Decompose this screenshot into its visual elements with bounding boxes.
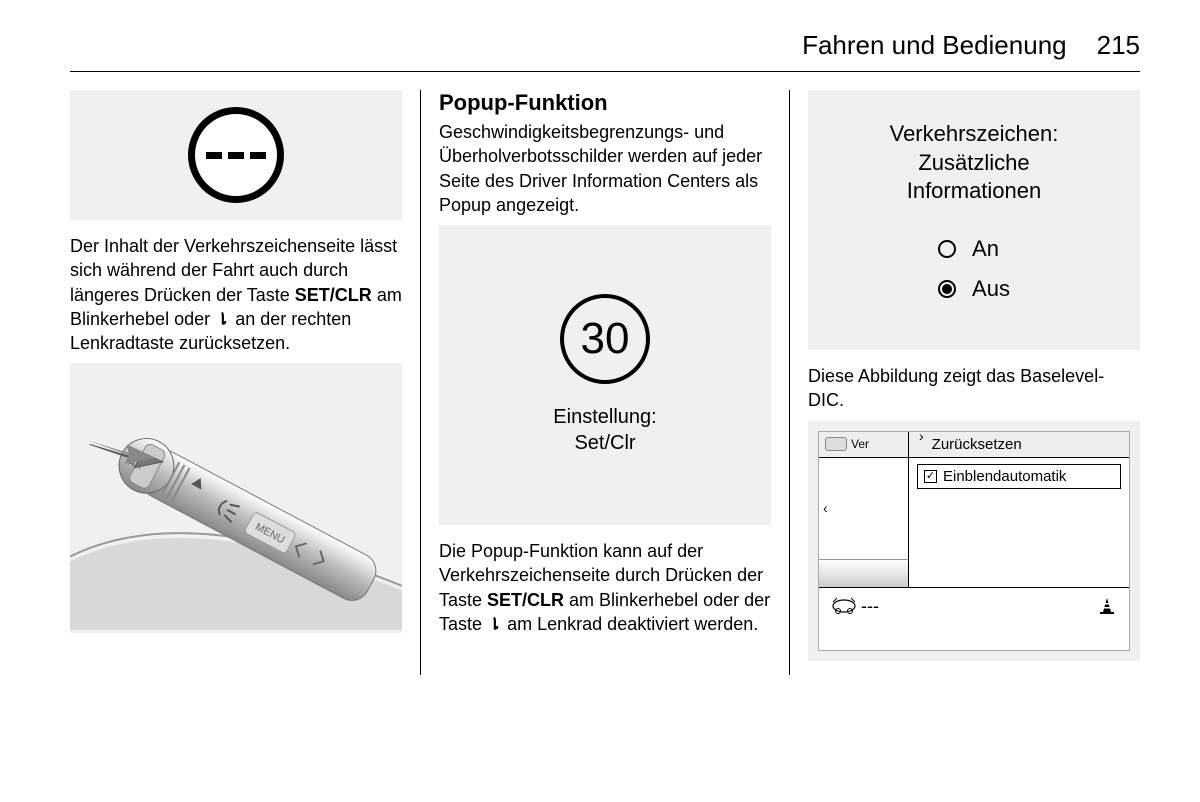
radio-icon-selected xyxy=(938,280,956,298)
figure-radio-options: Verkehrszeichen: Zusätzliche Information… xyxy=(808,90,1140,350)
paragraph-popup-info: Geschwindigkeitsbegrenzungs- und Überhol… xyxy=(439,120,771,217)
chevron-left-icon[interactable]: ‹ xyxy=(823,500,828,516)
dic-status-bar: --- xyxy=(819,587,1129,625)
stalk-illustration: SET/ CLR xyxy=(70,363,402,633)
figure-stalk-control: SET/ CLR xyxy=(70,363,402,633)
radio-icon xyxy=(938,240,956,258)
radio-label-off: Aus xyxy=(972,276,1010,302)
speed-label: Einstellung: Set/Clr xyxy=(553,404,656,456)
radio-option-on[interactable]: An xyxy=(938,236,999,262)
dic-tab-label: Ver xyxy=(851,437,869,451)
sign-icon xyxy=(188,107,284,203)
speed-value: 30 xyxy=(581,314,630,364)
caption-baselevel: Diese Abbildung zeigt das Baselevel-DIC. xyxy=(808,364,1140,413)
page-number: 215 xyxy=(1097,30,1140,61)
checkbox-icon: ✓ xyxy=(924,470,937,483)
chevron-right-icon: › xyxy=(919,428,924,444)
dic-menu-header[interactable]: › Zurücksetzen xyxy=(909,432,1129,458)
header-title: Fahren und Bedienung xyxy=(802,30,1067,61)
figure-speed-limit: 30 Einstellung: Set/Clr xyxy=(439,225,771,525)
page-header: Fahren und Bedienung 215 xyxy=(70,30,1140,61)
paragraph-popup-deactivate: Die Popup-Funktion kann auf der Verkehrs… xyxy=(439,539,771,636)
cone-icon xyxy=(1097,596,1117,616)
figure-dic-menu: Ver ‹ › Zurücksetzen xyxy=(808,421,1140,661)
car-icon xyxy=(825,437,847,451)
heading-popup: Popup-Funktion xyxy=(439,90,771,116)
car-status-icon: --- xyxy=(831,596,879,617)
radio-option-off[interactable]: Aus xyxy=(938,276,1010,302)
radio-label-on: An xyxy=(972,236,999,262)
dic-menu-item[interactable]: ✓ Einblendautomatik xyxy=(917,464,1121,489)
paragraph-reset-info: Der Inhalt der Verkehrszeichenseite läss… xyxy=(70,234,402,355)
column-3: Verkehrszeichen: Zusätzliche Information… xyxy=(789,90,1140,675)
column-2: Popup-Funktion Geschwindigkeitsbegrenzun… xyxy=(420,90,789,675)
dic-tab[interactable]: Ver xyxy=(819,432,908,458)
radio-title: Verkehrszeichen: Zusätzliche Information… xyxy=(890,120,1059,206)
dic-menu-item-label: Einblendautomatik xyxy=(943,468,1066,485)
column-1: Der Inhalt der Verkehrszeichenseite läss… xyxy=(70,90,420,675)
figure-no-entry-sign xyxy=(70,90,402,220)
speed-limit-icon: 30 xyxy=(560,294,650,384)
header-rule xyxy=(70,71,1140,72)
